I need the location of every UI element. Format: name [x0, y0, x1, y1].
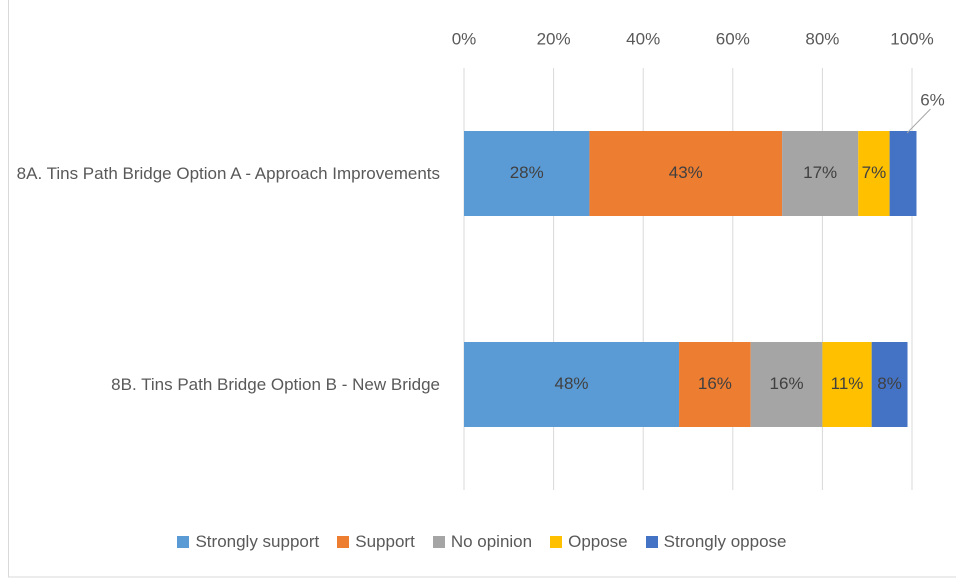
- bar-segment: [750, 342, 823, 427]
- legend-swatch: [177, 536, 190, 548]
- legend-label: Strongly support: [195, 532, 320, 551]
- data-label: 28%: [510, 163, 544, 182]
- legend-label: Support: [355, 532, 415, 551]
- x-tick-label: 0%: [452, 29, 477, 48]
- x-tick-label: 100%: [890, 29, 933, 48]
- legend: Strongly support Support No opinion Oppose S…: [8, 532, 956, 552]
- data-label: 8%: [877, 374, 902, 393]
- x-tick-label: 60%: [716, 29, 750, 48]
- data-label: 16%: [698, 374, 732, 393]
- data-label: 17%: [803, 163, 837, 182]
- bar-segment: [889, 131, 917, 216]
- bar-segment: [679, 342, 751, 427]
- x-tick-label: 80%: [805, 29, 839, 48]
- data-label: 11%: [831, 374, 864, 393]
- legend-swatch: [550, 536, 563, 548]
- legend-item: Support: [337, 532, 415, 552]
- category-label: 8A. Tins Path Bridge Option A - Approach…: [16, 163, 440, 183]
- data-label: 48%: [555, 374, 589, 393]
- x-tick-label: 20%: [537, 29, 571, 48]
- x-tick-label: 40%: [626, 29, 660, 48]
- bar-segment: [858, 131, 890, 216]
- bar-segment: [871, 342, 908, 427]
- bar-segment: [464, 131, 590, 216]
- bar-segment: [464, 342, 680, 427]
- chart-border: [8, 0, 956, 578]
- bar-segment: [822, 342, 872, 427]
- bar-segment: [589, 131, 783, 216]
- legend-swatch: [645, 536, 658, 548]
- legend-item: Strongly support: [177, 532, 319, 552]
- legend-label: No opinion: [450, 532, 533, 551]
- legend-swatch: [337, 536, 350, 548]
- legend-label: Strongly oppose: [663, 532, 787, 551]
- legend-item: Oppose: [550, 532, 628, 552]
- data-label: 6%: [920, 90, 945, 109]
- legend-item: Strongly oppose: [645, 532, 787, 552]
- legend-swatch: [432, 536, 445, 548]
- data-label: 7%: [862, 163, 887, 182]
- legend-label: Oppose: [568, 532, 628, 551]
- data-label: 43%: [669, 163, 703, 182]
- data-label: 16%: [770, 374, 804, 393]
- legend-item: No opinion: [432, 532, 533, 552]
- leader-line: [906, 108, 931, 134]
- bar-segment: [782, 131, 859, 216]
- category-label: 8B. Tins Path Bridge Option B - New Brid…: [111, 374, 440, 394]
